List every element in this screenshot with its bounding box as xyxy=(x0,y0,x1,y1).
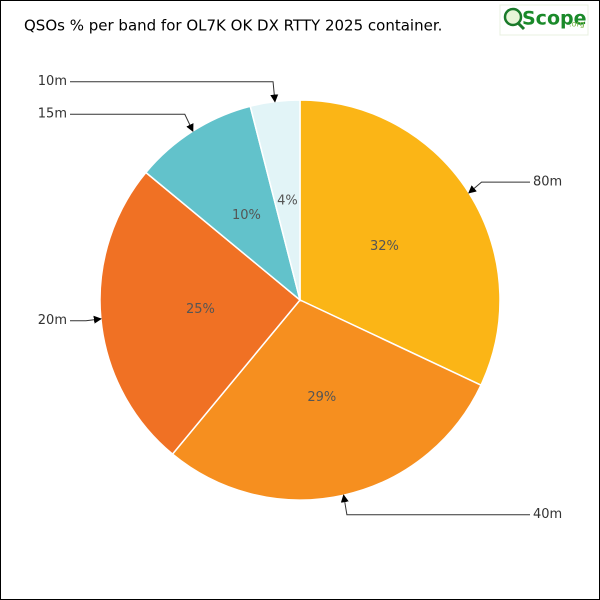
logo-text: Scope xyxy=(522,8,587,30)
slice-label: 4% xyxy=(277,193,298,208)
logo: Scope .org xyxy=(499,4,589,36)
slice-label: 29% xyxy=(307,390,336,405)
category-label: 15m xyxy=(38,107,67,122)
category-label: 80m xyxy=(533,175,562,190)
logo-icon xyxy=(503,7,523,27)
leader-line xyxy=(70,315,102,324)
logo-suffix: .org xyxy=(569,20,585,29)
slice-label: 32% xyxy=(370,239,399,254)
logo-icon-handle xyxy=(516,21,526,31)
slice-label: 10% xyxy=(232,208,261,223)
category-label: 10m xyxy=(38,74,67,89)
leader-line xyxy=(70,113,194,133)
leader-line xyxy=(340,494,530,516)
leader-line xyxy=(70,81,279,103)
leader-line xyxy=(468,181,530,194)
slice-label: 25% xyxy=(186,302,215,317)
chart-title: QSOs % per band for OL7K OK DX RTTY 2025… xyxy=(24,17,442,35)
category-label: 40m xyxy=(533,507,562,522)
category-label: 20m xyxy=(38,313,67,328)
